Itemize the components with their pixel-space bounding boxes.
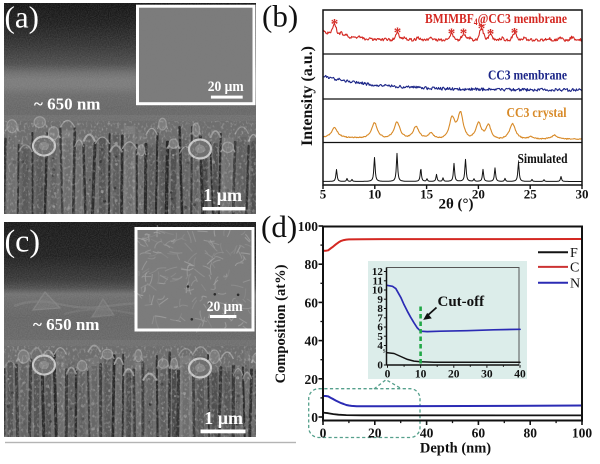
svg-text:0: 0 <box>377 360 383 372</box>
svg-text:9: 9 <box>377 294 383 306</box>
svg-text:Depth (nm): Depth (nm) <box>420 441 491 457</box>
svg-text:Intensity (a.u.): Intensity (a.u.) <box>299 46 316 146</box>
svg-text:2θ (°): 2θ (°) <box>438 197 473 213</box>
svg-text:80: 80 <box>305 257 319 272</box>
svg-text:~ 650 nm: ~ 650 nm <box>34 95 100 114</box>
svg-text:(d): (d) <box>261 209 297 244</box>
svg-text:10: 10 <box>372 285 384 297</box>
svg-text:*: * <box>394 25 402 41</box>
svg-text:5: 5 <box>377 331 383 343</box>
svg-text:40: 40 <box>305 334 319 349</box>
svg-text:30: 30 <box>481 369 493 381</box>
svg-text:20 μm: 20 μm <box>208 79 244 95</box>
svg-text:11: 11 <box>372 275 382 287</box>
svg-text:20: 20 <box>472 187 485 202</box>
svg-text:10: 10 <box>415 369 427 381</box>
svg-text:N: N <box>570 277 580 292</box>
svg-text:s: s <box>383 347 386 355</box>
svg-text:10: 10 <box>368 187 381 202</box>
svg-text:15: 15 <box>420 187 434 202</box>
svg-text:CC3 crystal: CC3 crystal <box>507 105 567 120</box>
svg-text:20: 20 <box>448 369 460 381</box>
svg-text:7: 7 <box>377 312 383 324</box>
svg-text:0: 0 <box>311 410 318 425</box>
svg-text:*: * <box>460 26 468 42</box>
svg-text:30: 30 <box>576 187 589 202</box>
svg-text:*: * <box>331 17 339 33</box>
svg-text:0: 0 <box>385 369 391 381</box>
svg-text:1 μm: 1 μm <box>204 408 243 428</box>
svg-text:~ 650 nm: ~ 650 nm <box>33 315 99 334</box>
svg-text:(b): (b) <box>262 0 298 34</box>
svg-text:*: * <box>487 27 495 43</box>
svg-text:Composition (at%): Composition (at%) <box>273 264 289 383</box>
svg-text:(c): (c) <box>5 223 41 259</box>
svg-text:25: 25 <box>524 187 538 202</box>
svg-text:C: C <box>570 261 579 276</box>
svg-text:Simulated: Simulated <box>518 151 568 166</box>
svg-text:6: 6 <box>377 322 383 334</box>
svg-text:Cut-off: Cut-off <box>438 294 486 310</box>
svg-text:100: 100 <box>298 219 319 234</box>
svg-text:*: * <box>448 26 456 42</box>
svg-text:80: 80 <box>523 426 537 441</box>
svg-text:(a): (a) <box>5 0 39 35</box>
svg-text:40: 40 <box>420 426 434 441</box>
svg-text:CC3 membrane: CC3 membrane <box>488 68 567 83</box>
svg-text:*: * <box>511 26 519 42</box>
svg-text:8: 8 <box>377 303 383 315</box>
svg-text:0: 0 <box>320 426 327 441</box>
svg-text:1 μm: 1 μm <box>203 185 242 205</box>
svg-text:60: 60 <box>472 426 486 441</box>
svg-text:12: 12 <box>372 266 384 278</box>
svg-text:5: 5 <box>320 187 327 202</box>
svg-text:40: 40 <box>514 369 526 381</box>
svg-text:60: 60 <box>305 295 319 310</box>
svg-text:F: F <box>570 246 578 261</box>
svg-text:20: 20 <box>305 372 319 387</box>
svg-text:100: 100 <box>572 426 593 441</box>
svg-text:BMIMBF4@CC3 membrane: BMIMBF4@CC3 membrane <box>425 11 567 27</box>
svg-text:20: 20 <box>368 426 382 441</box>
svg-text:*: * <box>478 21 486 37</box>
svg-text:20 μm: 20 μm <box>207 299 243 315</box>
svg-text:4: 4 <box>377 340 383 352</box>
